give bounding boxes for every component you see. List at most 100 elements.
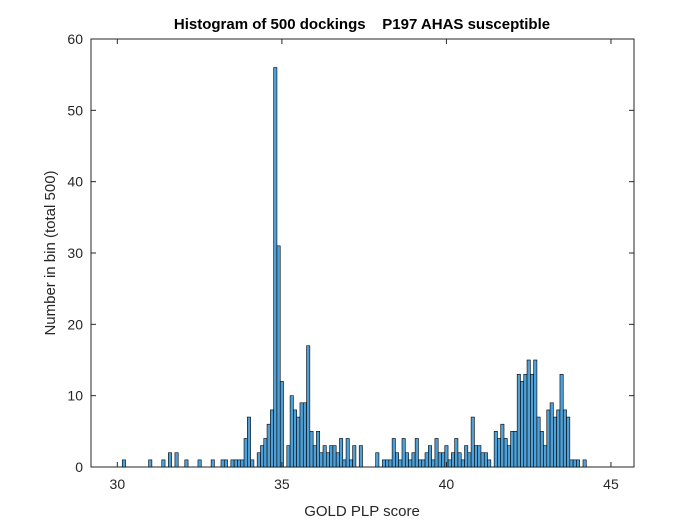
histogram-bar	[454, 438, 459, 468]
histogram-bar	[562, 409, 567, 468]
histogram-bar	[470, 416, 475, 468]
histogram-bar	[408, 459, 413, 468]
histogram-bar	[385, 459, 390, 468]
histogram-bar	[243, 438, 248, 468]
histogram-bar	[342, 459, 347, 468]
histogram-bar	[319, 452, 324, 468]
histogram-bar	[421, 459, 426, 468]
histogram-bar	[546, 409, 551, 468]
y-tick-label: 0	[75, 459, 83, 475]
chart-title: Histogram of 500 dockings P197 AHAS susc…	[174, 16, 550, 33]
histogram-bar	[414, 438, 419, 468]
histogram-bar	[293, 409, 297, 468]
histogram-bar	[276, 245, 281, 468]
histogram-bar	[539, 431, 544, 468]
histogram-bar	[240, 459, 245, 468]
y-tick-label: 60	[67, 31, 83, 47]
histogram-bar	[289, 395, 294, 468]
histogram-bar	[576, 459, 580, 468]
histogram-bar	[388, 459, 393, 468]
histogram-bar	[451, 452, 455, 468]
plot-area: 30 35 40 45 0 10 20 30 40 50 60	[67, 31, 635, 492]
histogram-bar	[431, 459, 436, 468]
histogram-bar	[549, 402, 554, 468]
x-axis-label: GOLD PLP score	[304, 503, 420, 520]
histogram-bar	[381, 459, 386, 468]
histogram-bar	[312, 445, 317, 468]
x-axis-ticks: 30 35 40 45	[110, 39, 619, 492]
histogram-bar	[233, 459, 238, 468]
histogram-bar	[559, 373, 564, 468]
histogram-bar	[401, 438, 406, 468]
histogram-bar	[424, 452, 429, 468]
histogram-bar	[161, 459, 166, 468]
histogram-bar	[467, 452, 472, 468]
histogram-bar	[404, 452, 409, 468]
histogram-bar	[503, 438, 508, 468]
histogram-bar	[358, 445, 363, 468]
histogram-bar	[428, 445, 432, 468]
histogram-bar	[391, 438, 396, 468]
histogram-bar	[474, 445, 478, 468]
histogram-bar	[316, 431, 321, 468]
histogram-bar	[306, 345, 311, 468]
histogram-bar	[520, 381, 525, 468]
x-tick-label: 30	[110, 476, 126, 492]
histogram-bar	[566, 416, 571, 468]
histogram-bar	[148, 459, 153, 468]
histogram-bar	[352, 445, 357, 468]
histogram-bar	[447, 459, 452, 468]
x-tick-label: 45	[603, 476, 619, 492]
histogram-bar	[184, 459, 189, 468]
histogram-bar	[266, 423, 271, 468]
histogram-bar	[457, 452, 462, 468]
histogram-bar	[279, 381, 284, 468]
histogram-bar	[335, 452, 340, 468]
histogram-bar	[483, 452, 488, 468]
histogram-bar	[302, 402, 307, 468]
histogram-bar	[398, 459, 403, 468]
histogram-bar	[197, 459, 202, 468]
histogram-bar	[220, 459, 225, 468]
histogram-bar	[411, 452, 416, 468]
y-tick-label: 10	[67, 388, 83, 404]
y-tick-label: 40	[67, 174, 83, 190]
histogram-bar	[464, 445, 469, 468]
x-tick-label: 35	[274, 476, 290, 492]
histogram-bar	[332, 445, 337, 468]
y-axis-ticks: 0 10 20 30 40 50 60	[67, 31, 634, 475]
histogram-bar	[530, 373, 534, 468]
histogram-bar	[460, 459, 465, 468]
histogram-bar	[582, 459, 587, 468]
histogram-bar	[349, 459, 353, 468]
histogram-bar	[286, 445, 291, 468]
histogram-bar	[526, 359, 531, 468]
histogram-bar	[339, 438, 344, 468]
histogram-bar	[556, 409, 561, 468]
histogram-bar	[543, 445, 548, 468]
histogram-bar	[237, 459, 242, 468]
histogram-bar	[434, 438, 439, 468]
histogram-bar	[325, 452, 330, 468]
histogram-bar	[322, 445, 327, 468]
histogram-bar	[375, 452, 380, 468]
histogram-bar	[329, 445, 334, 468]
histogram-bar	[296, 416, 301, 468]
histogram-bar	[497, 438, 502, 468]
histogram-bar	[510, 431, 515, 468]
y-tick-label: 20	[67, 316, 83, 332]
histogram-bar	[500, 423, 505, 468]
histogram-bar	[513, 431, 518, 468]
histogram-bar	[441, 452, 446, 468]
y-tick-label: 50	[67, 102, 83, 118]
histogram-bar	[273, 67, 278, 468]
histogram-bar	[247, 416, 251, 468]
y-axis-label: Number in bin (total 500)	[42, 170, 59, 335]
histogram-bar	[516, 373, 521, 468]
histogram-bar	[263, 438, 268, 468]
histogram-bar	[480, 452, 485, 468]
histogram-bar	[174, 452, 179, 468]
histogram-bar	[250, 459, 255, 468]
histogram-bar	[395, 452, 400, 468]
histogram-bar	[210, 459, 215, 468]
